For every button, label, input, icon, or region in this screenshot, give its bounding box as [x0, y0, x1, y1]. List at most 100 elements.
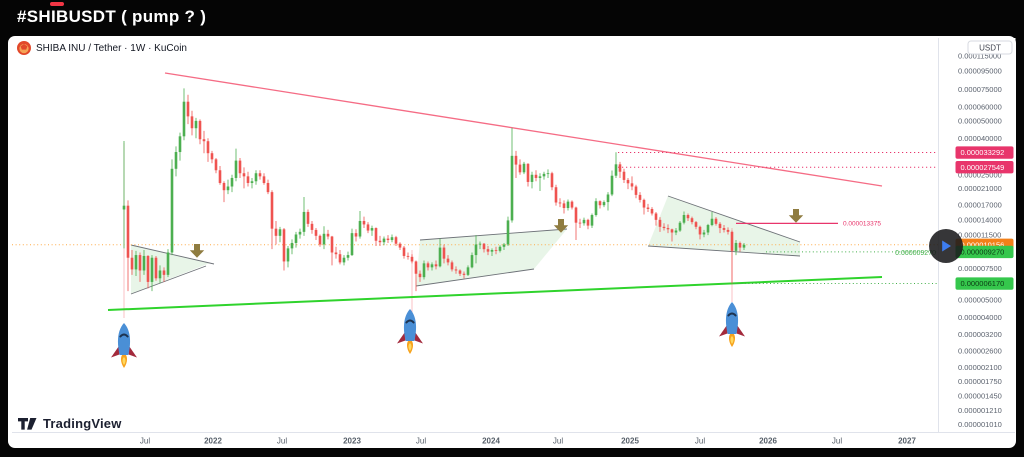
- rocket-window: [119, 333, 129, 338]
- candle-body: [550, 173, 554, 188]
- price-badge-label: 0.000010156: [961, 240, 1005, 249]
- candle: [602, 200, 606, 208]
- price-tick-label: 0.000095000: [958, 67, 1002, 76]
- candle-body: [346, 255, 350, 258]
- time-tick-label: 2026: [759, 437, 777, 446]
- candle-body: [202, 139, 206, 142]
- candle-body: [338, 254, 342, 263]
- price-axis[interactable]: 0.000115000 0.000095000 0.000075000 0.00006…: [938, 38, 1016, 432]
- candle: [286, 246, 290, 268]
- candle: [590, 213, 594, 229]
- candle-body: [502, 244, 506, 247]
- candle: [122, 141, 126, 249]
- candle: [322, 226, 326, 250]
- candle-body: [262, 176, 266, 183]
- chart-pane[interactable]: 0.000013375 0.000009270: [12, 72, 938, 368]
- candle-body: [362, 220, 366, 225]
- candle-body: [278, 229, 282, 236]
- candle-body: [286, 248, 290, 262]
- symbol-header[interactable]: SHIBA INU / Tether · 1W · KuCoin: [17, 41, 187, 55]
- candle-body: [246, 176, 250, 183]
- candle: [386, 235, 390, 243]
- candle: [422, 260, 426, 280]
- time-tick-label: Jul: [140, 437, 150, 446]
- candle-body: [314, 229, 318, 236]
- candle: [618, 161, 622, 178]
- rocket-flame-inner: [408, 343, 412, 351]
- candle: [738, 241, 742, 252]
- candle-body: [658, 219, 662, 227]
- candle-body: [606, 194, 610, 203]
- axis-unit-button[interactable]: USDT: [967, 40, 1013, 55]
- candle: [470, 252, 474, 269]
- candle-body: [254, 173, 258, 182]
- candle-body: [554, 187, 558, 203]
- time-axis[interactable]: Jul 2022 Jul 2023 Jul 2024 Jul 2025 Jul 2026 Jul 20…: [12, 432, 1015, 446]
- candle: [138, 252, 142, 282]
- rocket-window: [727, 312, 737, 317]
- candle-body: [518, 164, 522, 173]
- candle: [490, 248, 494, 256]
- candle: [310, 220, 314, 234]
- time-tick-label: Jul: [277, 437, 287, 446]
- candle: [298, 228, 302, 239]
- tradingview-logo-text: TradingView: [43, 416, 122, 431]
- candle: [558, 198, 562, 208]
- tradingview-logo[interactable]: TradingView: [18, 416, 122, 431]
- candle-body: [294, 234, 298, 243]
- candle: [210, 150, 214, 164]
- candle: [282, 228, 286, 271]
- candle-body: [686, 215, 690, 219]
- candle-body: [306, 211, 310, 224]
- candle: [726, 227, 730, 235]
- candle: [722, 225, 726, 233]
- rocket-body: [403, 309, 417, 341]
- candle: [546, 169, 550, 178]
- candle-body: [266, 182, 270, 193]
- price-level-label: 0.000013375: [843, 221, 881, 228]
- candle: [606, 192, 610, 211]
- candle: [206, 138, 210, 162]
- candle: [190, 110, 194, 136]
- candle-body: [354, 233, 358, 237]
- play-button[interactable]: [929, 229, 963, 263]
- candle: [670, 228, 674, 242]
- candle: [522, 161, 526, 175]
- candle-body: [498, 246, 502, 251]
- candle: [426, 261, 430, 271]
- candle-body: [534, 174, 538, 178]
- candle-body: [330, 236, 334, 253]
- candle: [462, 271, 466, 279]
- price-badge: 0.000006170: [955, 277, 1014, 290]
- candle: [414, 260, 418, 292]
- candle-body: [682, 215, 686, 223]
- candle-body: [382, 238, 386, 243]
- rocket-emoji: [397, 309, 423, 354]
- rocket-fin-left: [111, 346, 120, 358]
- candle: [230, 174, 234, 193]
- price-badge-label: 0.000027549: [961, 163, 1005, 172]
- candle-body: [334, 252, 338, 255]
- candle: [454, 266, 458, 274]
- candle: [658, 217, 662, 232]
- candle: [534, 170, 538, 182]
- candle: [290, 239, 294, 255]
- candle: [610, 170, 614, 197]
- candle: [158, 265, 162, 284]
- candle-body: [234, 160, 238, 178]
- candle-body: [126, 205, 130, 258]
- candle-body: [458, 270, 462, 274]
- candle: [370, 225, 374, 236]
- candle-body: [398, 243, 402, 248]
- candle: [514, 150, 518, 178]
- time-tick-label: Jul: [416, 437, 426, 446]
- candle-body: [506, 220, 510, 245]
- candle-body: [598, 201, 602, 206]
- candle: [334, 246, 338, 259]
- rocket-body: [725, 302, 739, 334]
- candle-body: [134, 255, 138, 270]
- candle-series: [122, 88, 746, 292]
- rocket-fin-right: [414, 332, 423, 344]
- pattern-fill: [416, 229, 567, 286]
